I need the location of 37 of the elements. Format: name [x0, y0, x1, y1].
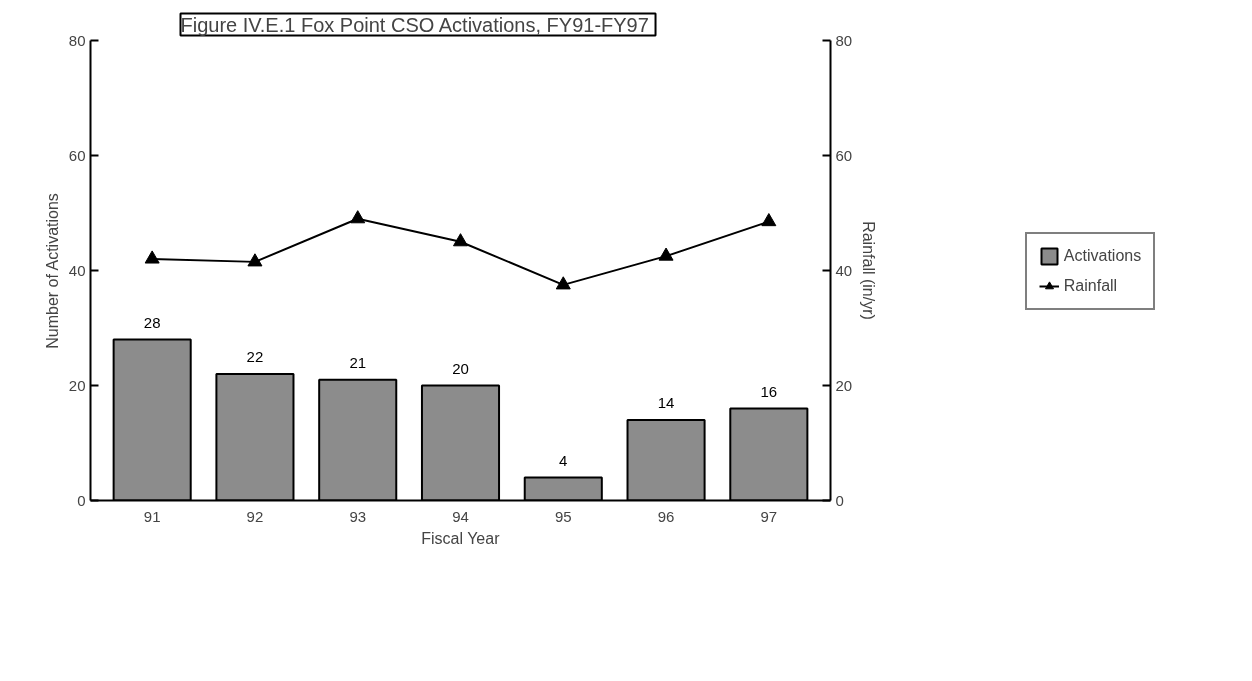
x-tick-label: 91: [143, 507, 161, 525]
legend-label: Rainfall: [1063, 277, 1118, 295]
x-axis-title: Fiscal Year: [421, 529, 501, 547]
point: [144, 250, 160, 264]
y2-tick-label: 60: [835, 146, 853, 164]
point: [453, 233, 468, 247]
data-label: 22: [246, 348, 264, 365]
point: [658, 247, 674, 261]
point: [555, 276, 571, 290]
y2-tick-label: 80: [835, 31, 853, 49]
legend-label: Activations: [1063, 247, 1142, 265]
y2-tick-label: 0: [835, 491, 844, 509]
point: [350, 210, 366, 224]
data-label: 21: [349, 353, 367, 371]
y-tick-label: 80: [68, 31, 86, 49]
point: [761, 213, 777, 227]
data-label: 16: [760, 382, 778, 400]
y-tick-label: 60: [68, 146, 86, 164]
y-tick-label: 0: [77, 491, 86, 509]
y-tick-label: 20: [68, 376, 86, 394]
point: [247, 253, 263, 267]
x-tick-label: 96: [657, 507, 675, 525]
x-tick-label: 92: [246, 507, 264, 525]
chart-title: Figure IV.E.1 Fox Point CSO Activations, FY91-FY97: [180, 13, 649, 36]
y-axis-title: Number of Activations: [43, 193, 61, 349]
data-label: 28: [143, 313, 161, 331]
y2-tick-label: 40: [835, 261, 853, 279]
x-tick-label: 93: [349, 507, 367, 525]
x-tick-label: 95: [554, 507, 572, 525]
x-tick-label: 97: [760, 507, 778, 525]
x-tick-label: 94: [452, 507, 469, 525]
data-label: 14: [657, 394, 675, 411]
data-label: 4: [559, 451, 568, 469]
y2-axis-title: Rainfall (in/yr): [860, 221, 878, 320]
data-label: 20: [452, 359, 469, 377]
y-tick-label: 40: [68, 261, 86, 279]
y2-tick-label: 20: [835, 376, 853, 394]
